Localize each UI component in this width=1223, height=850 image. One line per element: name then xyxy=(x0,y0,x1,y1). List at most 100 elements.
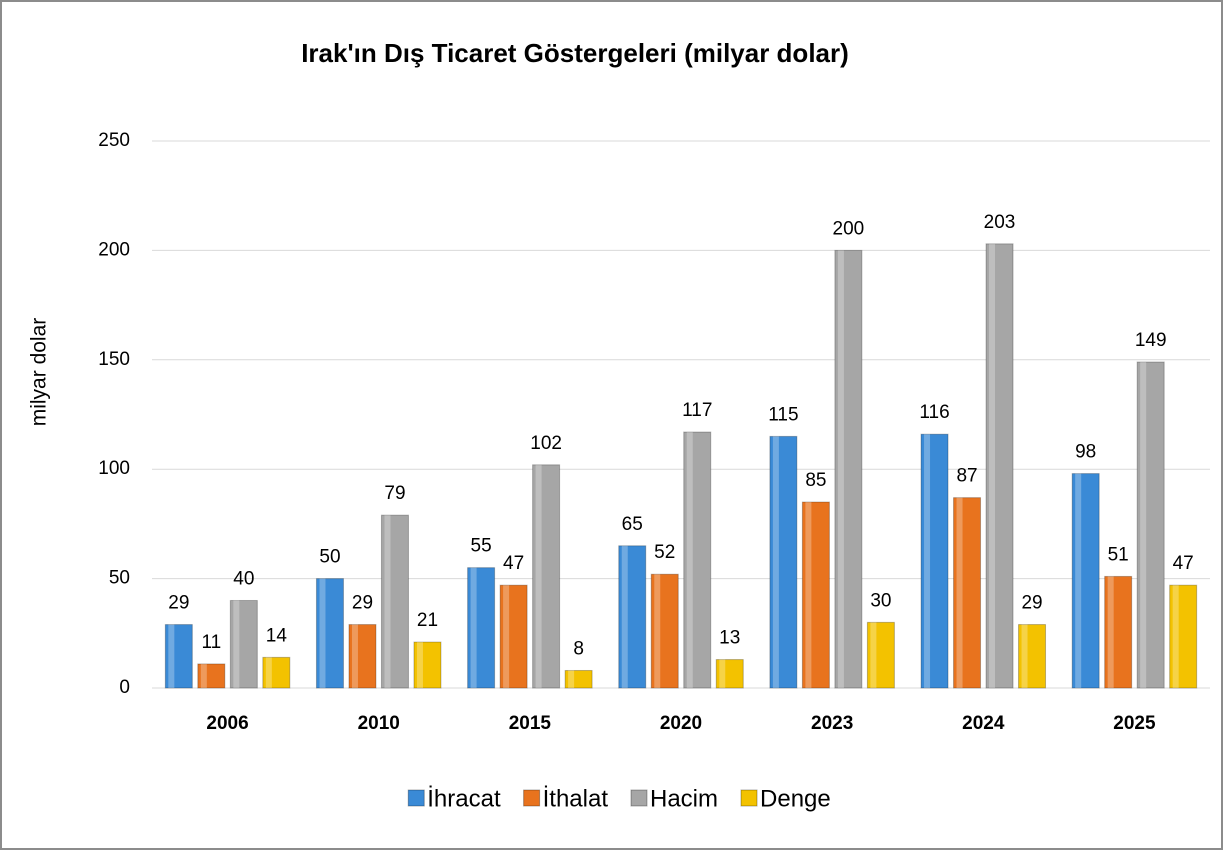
y-axis-label: milyar dolar xyxy=(28,318,51,427)
bar xyxy=(801,501,830,689)
bar-highlight xyxy=(503,585,510,688)
legend-swatch xyxy=(740,789,758,807)
data-label: 47 xyxy=(503,553,524,574)
data-label: 116 xyxy=(919,402,949,423)
data-label: 14 xyxy=(266,625,288,646)
y-tick-label: 0 xyxy=(119,677,130,698)
bar-highlight xyxy=(265,657,272,688)
bar-highlight xyxy=(1172,585,1179,688)
bar xyxy=(315,578,344,689)
y-tick-label: 250 xyxy=(98,130,130,151)
data-label: 52 xyxy=(654,542,675,563)
bar-highlight xyxy=(924,434,931,688)
bar-highlight xyxy=(384,515,391,688)
data-label: 29 xyxy=(168,593,189,614)
data-label: 98 xyxy=(1075,442,1096,463)
legend-label: Hacim xyxy=(650,785,718,812)
data-label: 149 xyxy=(1135,330,1167,351)
x-tick-label: 2015 xyxy=(509,713,552,734)
bar-highlight xyxy=(200,663,207,688)
bar-highlight xyxy=(1021,624,1028,688)
bar-highlight xyxy=(568,670,575,688)
bar-highlight xyxy=(1140,361,1147,688)
bar xyxy=(229,599,258,689)
bar-highlight xyxy=(654,574,661,688)
bar-highlight xyxy=(351,624,358,688)
bar xyxy=(532,464,561,689)
y-tick-label: 100 xyxy=(98,458,130,479)
x-tick-label: 2023 xyxy=(811,713,853,734)
data-label: 29 xyxy=(1021,593,1042,614)
bar xyxy=(413,641,442,689)
legend-swatch xyxy=(523,789,541,807)
data-label: 55 xyxy=(471,536,492,557)
legend-label: İthalat xyxy=(543,785,609,812)
bar xyxy=(164,624,193,689)
x-tick-label: 2024 xyxy=(962,713,1005,734)
bar xyxy=(985,243,1014,689)
bar-highlight xyxy=(233,600,240,688)
bar xyxy=(197,663,226,689)
data-label: 115 xyxy=(768,404,798,425)
bar-highlight xyxy=(319,578,326,688)
bar xyxy=(499,584,528,689)
legend-label: Denge xyxy=(760,785,831,812)
bar xyxy=(380,514,409,689)
bar-highlight xyxy=(719,659,726,688)
bar xyxy=(650,573,679,689)
legend-swatch xyxy=(407,789,425,807)
bar xyxy=(618,545,647,689)
legend-swatch xyxy=(630,789,648,807)
data-label: 117 xyxy=(682,400,712,421)
legend-label: İhracat xyxy=(427,785,501,812)
bar xyxy=(953,497,982,689)
data-label: 29 xyxy=(352,593,373,614)
data-label: 50 xyxy=(319,547,340,568)
bar-highlight xyxy=(686,432,693,688)
bar xyxy=(1018,624,1047,689)
bar xyxy=(1071,473,1100,689)
data-label: 13 xyxy=(719,628,740,649)
data-label: 40 xyxy=(233,568,254,589)
data-label: 87 xyxy=(956,466,977,487)
data-label: 51 xyxy=(1108,544,1129,565)
data-label: 85 xyxy=(805,470,826,491)
bar-highlight xyxy=(837,250,844,688)
x-tick-label: 2025 xyxy=(1113,713,1156,734)
data-label: 102 xyxy=(530,433,562,454)
bar-highlight xyxy=(1075,473,1082,688)
bar-highlight xyxy=(956,497,963,688)
bar xyxy=(769,435,798,689)
data-label: 200 xyxy=(833,218,865,239)
data-label: 79 xyxy=(384,483,405,504)
data-label: 30 xyxy=(870,590,891,611)
data-label: 21 xyxy=(417,610,438,631)
bar-highlight xyxy=(805,502,812,688)
bar-highlight xyxy=(416,642,423,688)
bar xyxy=(467,567,496,689)
y-tick-label: 150 xyxy=(98,349,130,370)
x-tick-label: 2020 xyxy=(660,713,702,734)
bar xyxy=(1104,575,1133,689)
bar xyxy=(715,659,744,689)
chart-title: Irak'ın Dış Ticaret Göstergeleri (milyar… xyxy=(301,38,849,68)
bar-highlight xyxy=(535,464,542,688)
data-label: 8 xyxy=(573,639,584,660)
bar-highlight xyxy=(621,545,628,688)
bar-highlight xyxy=(870,622,877,688)
bar xyxy=(920,433,949,689)
bar xyxy=(1169,584,1198,689)
data-label: 203 xyxy=(984,212,1016,233)
x-tick-label: 2006 xyxy=(206,713,248,734)
bar xyxy=(262,656,291,689)
bar-highlight xyxy=(989,243,996,688)
data-label: 47 xyxy=(1173,553,1194,574)
bar-highlight xyxy=(168,624,175,688)
bar-highlight xyxy=(772,436,779,688)
bar-highlight xyxy=(470,567,477,688)
bar xyxy=(1136,361,1165,689)
bar xyxy=(348,624,377,689)
bar xyxy=(683,431,712,689)
